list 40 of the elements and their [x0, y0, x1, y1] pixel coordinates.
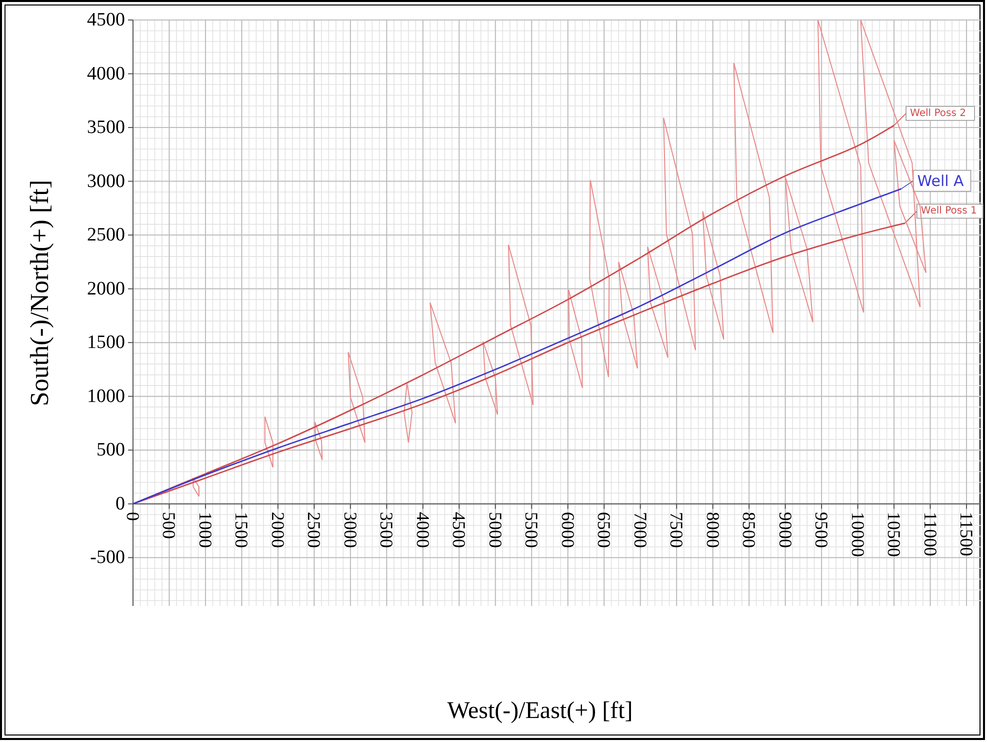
y-tick-label: 1000 [87, 386, 125, 407]
x-tick-label: 0 [123, 512, 143, 521]
y-tick-label: -500 [90, 547, 125, 568]
y-tick-label: 3000 [87, 170, 125, 192]
x-tick-label: 2500 [304, 512, 324, 548]
x-tick-label: 1000 [195, 512, 216, 548]
x-tick-label: 7000 [630, 512, 650, 548]
x-tick-label: 11000 [920, 512, 940, 556]
legend-label: Well Poss 1 [920, 206, 977, 217]
y-tick-label: 1500 [87, 332, 125, 354]
x-tick-label: 3500 [376, 512, 397, 548]
x-tick-label: 9500 [812, 512, 832, 548]
x-tick-label: 8000 [702, 512, 723, 548]
x-tick-label: 1500 [232, 512, 252, 548]
x-axis-title: West(-)/East(+) [ft] [447, 698, 633, 724]
y-tick-label: 500 [96, 440, 125, 461]
x-tick-label: 6000 [558, 512, 578, 548]
x-tick-label: 10000 [848, 512, 868, 557]
legend-label: Well Poss 2 [910, 108, 966, 119]
x-tick-label: 6500 [594, 512, 614, 548]
x-tick-label: 2000 [268, 512, 288, 548]
x-tick-label: 11500 [956, 512, 977, 556]
y-tick-label: 2000 [87, 278, 125, 300]
x-tick-label: 10500 [884, 512, 904, 557]
y-tick-label: 0 [116, 493, 125, 514]
y-axis-title: South(-)/North(+) [ft] [25, 180, 54, 406]
y-tick-label: 2500 [87, 224, 125, 246]
x-tick-label: 8500 [739, 512, 760, 548]
x-tick-label: 5000 [485, 512, 506, 548]
legend-label: Well A [917, 172, 965, 190]
x-tick-label: 3000 [340, 512, 360, 548]
x-tick-label: 5500 [522, 512, 542, 548]
x-tick-label: 4500 [449, 512, 470, 548]
y-tick-label: 4500 [87, 10, 125, 30]
x-tick-label: 9000 [775, 512, 796, 548]
x-tick-label: 7500 [666, 512, 687, 548]
x-tick-label: 500 [159, 512, 180, 539]
y-tick-label: 3500 [87, 117, 125, 138]
x-tick-label: 4000 [412, 512, 433, 548]
y-tick-label: 4000 [87, 63, 125, 84]
